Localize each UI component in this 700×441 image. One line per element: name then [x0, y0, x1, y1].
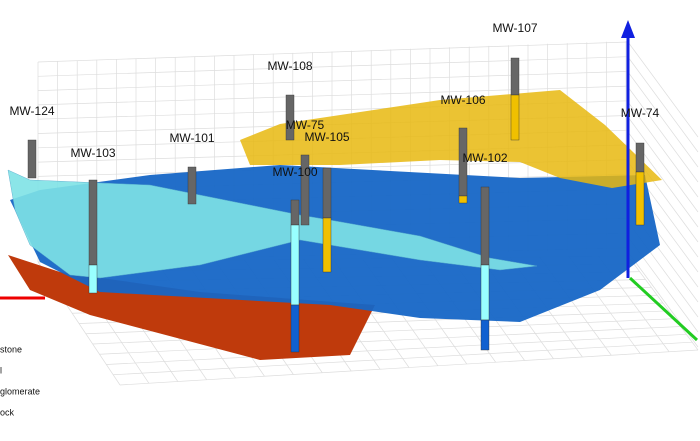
well-label: MW-107 — [492, 21, 537, 35]
well-pipe — [480, 319, 490, 351]
grid-line — [113, 341, 693, 376]
grid-line — [627, 71, 699, 168]
grid-line — [627, 41, 699, 138]
well-label: MW-101 — [169, 131, 214, 145]
grid-line — [106, 333, 687, 365]
grid-line — [37, 56, 629, 77]
well-pipe — [290, 304, 300, 353]
yellow-surface — [240, 90, 662, 188]
well-label: MW-75 — [286, 118, 325, 132]
grid-line — [627, 86, 699, 183]
well-label: MW-74 — [621, 106, 660, 120]
legend-label: ock — [0, 407, 15, 417]
well-pipe — [187, 166, 197, 205]
grid-line — [627, 116, 699, 213]
cyan-surface — [7, 169, 538, 279]
well-pipe — [88, 264, 98, 294]
grid-line — [99, 326, 681, 355]
well-pipe — [635, 171, 645, 226]
well-pipe — [300, 154, 310, 226]
well-label: MW-124 — [9, 104, 54, 118]
well-pipe — [635, 142, 645, 173]
well-label: MW-102 — [462, 151, 507, 165]
grid-line — [37, 41, 629, 63]
well-label: MW-100 — [272, 165, 317, 179]
well-label: MW-108 — [267, 59, 312, 73]
well-pipe — [322, 167, 332, 219]
well-pipe — [27, 139, 37, 179]
legend-label: glomerate — [0, 386, 40, 396]
well-pipe — [285, 94, 295, 141]
grid-line — [37, 85, 629, 106]
well-pipe — [510, 57, 520, 96]
well-pipe — [290, 199, 300, 226]
well-pipe — [510, 94, 520, 141]
z-arrow — [621, 20, 635, 38]
grid-line — [119, 349, 699, 386]
well-pipe — [322, 217, 332, 273]
y-axis — [628, 276, 699, 342]
well-label: MW-103 — [70, 146, 115, 160]
legend: stone l glomerate ock — [0, 344, 40, 417]
legend-label: stone — [0, 344, 22, 354]
well-pipe — [458, 195, 468, 204]
well-pipe — [480, 264, 490, 321]
well-pipe — [480, 186, 490, 266]
grid-line — [37, 71, 629, 91]
well-pipe — [88, 179, 98, 266]
well-pipe — [290, 224, 300, 306]
well-label: MW-105 — [304, 130, 349, 144]
grid-line — [627, 56, 699, 153]
grid-line — [627, 101, 699, 198]
well-label: MW-106 — [440, 93, 485, 107]
legend-label: l — [0, 365, 2, 375]
